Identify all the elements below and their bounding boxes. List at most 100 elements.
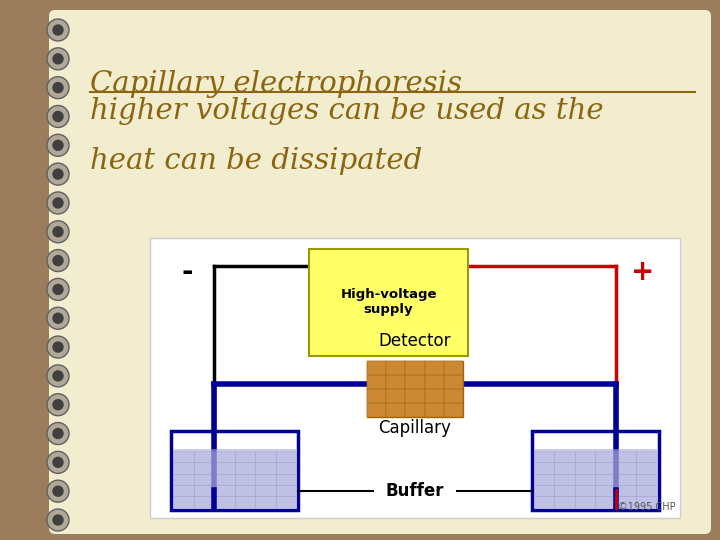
Bar <box>595 451 616 462</box>
Bar <box>256 451 276 462</box>
Text: -: - <box>181 258 193 286</box>
Bar <box>554 451 575 462</box>
Circle shape <box>53 255 63 266</box>
Text: High-voltage
supply: High-voltage supply <box>341 288 437 316</box>
Bar <box>575 496 595 508</box>
Bar <box>174 449 297 508</box>
Bar <box>616 451 636 462</box>
Bar <box>425 361 444 375</box>
Bar <box>387 375 405 389</box>
Text: Capillary: Capillary <box>379 420 451 437</box>
Text: Detector: Detector <box>379 332 451 350</box>
Text: ©1995 CHP: ©1995 CHP <box>618 502 676 512</box>
Bar <box>215 462 235 474</box>
Bar <box>256 462 276 474</box>
Bar <box>174 462 194 474</box>
Bar <box>235 474 256 485</box>
Bar <box>276 496 297 508</box>
Circle shape <box>53 54 63 64</box>
Circle shape <box>47 279 69 300</box>
Bar <box>256 485 276 496</box>
Bar <box>636 451 657 462</box>
Bar <box>444 375 463 389</box>
Bar <box>276 474 297 485</box>
Bar <box>554 496 575 508</box>
Bar <box>215 496 235 508</box>
Circle shape <box>53 400 63 410</box>
Bar <box>534 451 554 462</box>
Bar <box>174 474 194 485</box>
Circle shape <box>47 365 69 387</box>
Circle shape <box>53 515 63 525</box>
Bar <box>595 474 616 485</box>
Circle shape <box>47 451 69 474</box>
Circle shape <box>47 394 69 416</box>
Circle shape <box>53 342 63 352</box>
Bar <box>616 496 636 508</box>
Bar <box>405 403 425 417</box>
Bar <box>309 249 468 356</box>
Circle shape <box>47 19 69 41</box>
Bar <box>235 485 256 496</box>
Circle shape <box>53 169 63 179</box>
Bar <box>534 496 554 508</box>
Bar <box>595 496 616 508</box>
Text: Buffer: Buffer <box>386 482 444 501</box>
Bar <box>636 485 657 496</box>
Circle shape <box>53 25 63 35</box>
Bar <box>444 361 463 375</box>
Bar <box>425 389 444 403</box>
Circle shape <box>53 227 63 237</box>
Bar <box>171 431 298 510</box>
Bar <box>235 451 256 462</box>
Circle shape <box>53 198 63 208</box>
Bar <box>636 474 657 485</box>
Text: Capillary electrophoresis: Capillary electrophoresis <box>90 70 462 98</box>
Bar <box>256 474 276 485</box>
Circle shape <box>47 134 69 156</box>
Circle shape <box>47 336 69 358</box>
Bar <box>554 462 575 474</box>
Bar <box>150 238 680 518</box>
Bar <box>595 485 616 496</box>
Bar <box>215 474 235 485</box>
Circle shape <box>53 140 63 150</box>
Bar <box>235 496 256 508</box>
Bar <box>256 496 276 508</box>
Circle shape <box>53 429 63 438</box>
Circle shape <box>47 480 69 502</box>
Bar <box>425 403 444 417</box>
Circle shape <box>53 313 63 323</box>
Bar <box>405 361 425 375</box>
Bar <box>387 389 405 403</box>
Bar <box>367 403 387 417</box>
Bar <box>405 389 425 403</box>
Bar <box>367 361 463 417</box>
Bar <box>174 496 194 508</box>
Bar <box>367 361 387 375</box>
Bar <box>575 451 595 462</box>
Circle shape <box>47 77 69 99</box>
Bar <box>575 485 595 496</box>
Circle shape <box>47 48 69 70</box>
Bar <box>276 451 297 462</box>
Bar <box>636 462 657 474</box>
Bar <box>194 474 215 485</box>
Circle shape <box>47 163 69 185</box>
Circle shape <box>53 457 63 467</box>
Bar <box>616 485 636 496</box>
Circle shape <box>53 371 63 381</box>
Bar <box>444 389 463 403</box>
Circle shape <box>53 285 63 294</box>
Bar <box>534 474 554 485</box>
Bar <box>174 485 194 496</box>
Bar <box>534 485 554 496</box>
Circle shape <box>47 509 69 531</box>
Bar <box>554 485 575 496</box>
Bar <box>616 462 636 474</box>
Bar <box>444 403 463 417</box>
Bar <box>174 451 194 462</box>
Bar <box>367 389 387 403</box>
Bar <box>534 449 657 508</box>
Circle shape <box>53 486 63 496</box>
